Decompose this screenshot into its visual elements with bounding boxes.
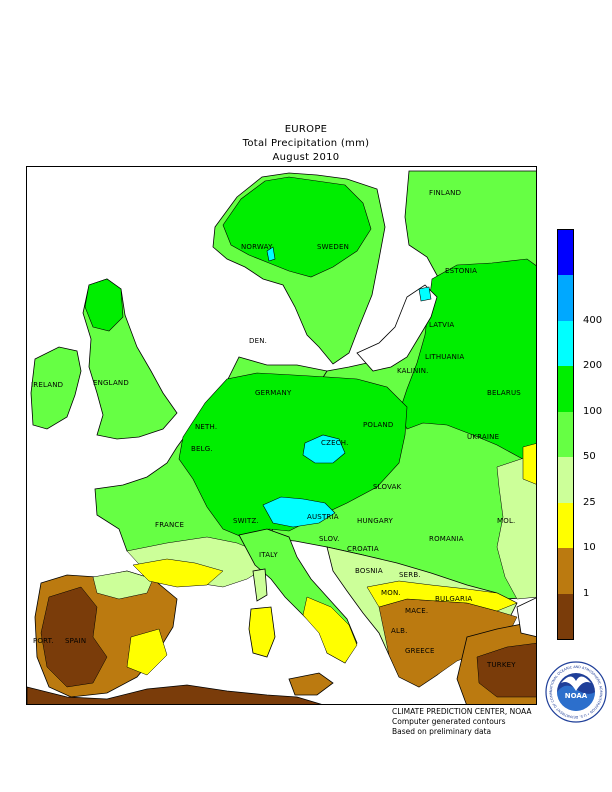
label-alb: ALB. (391, 627, 408, 635)
legend-band (558, 593, 573, 639)
iberia-moist-north (92, 570, 154, 600)
label-greece: GREECE (405, 647, 435, 655)
map-title-variable: Total Precipitation (mm) (242, 138, 370, 149)
legend-tick-label: 200 (583, 360, 603, 372)
legend-band (558, 320, 573, 367)
legend-tick-label: 400 (583, 314, 603, 326)
italy-south-yellow (302, 596, 358, 664)
sardinia-land (248, 606, 276, 658)
legend-band (558, 548, 573, 594)
black-sea (516, 597, 536, 637)
label-bulgaria: BULGARIA (435, 595, 473, 603)
label-switz: SWITZ. (233, 517, 259, 525)
ukraine-yellow-patch (522, 443, 536, 485)
legend-tick-label: 50 (583, 451, 596, 463)
map-title-region: EUROPE (284, 124, 328, 135)
label-bosnia: BOSNIA (355, 567, 383, 575)
norway-wet-region (222, 176, 372, 278)
label-slovak: SLOVAK (373, 483, 402, 491)
latvia-heavy-rain (418, 286, 432, 302)
label-romania: ROMANIA (429, 535, 464, 543)
iberia-yellow-south (126, 628, 168, 676)
legend-tick-label: 1 (583, 587, 590, 599)
label-italy: ITALY (259, 551, 278, 559)
ireland-land (30, 346, 82, 430)
label-germany: GERMANY (255, 389, 292, 397)
label-austria: AUSTRIA (307, 513, 339, 521)
credit-line-3: Based on preliminary data (392, 727, 492, 736)
legend-band (558, 366, 573, 412)
turkey-dry-core (476, 643, 536, 698)
label-belg: BELG. (191, 445, 213, 453)
scotland-wet-region (84, 278, 124, 332)
label-croatia: CROATIA (347, 545, 379, 553)
iberia-dry-core (40, 586, 108, 688)
norway-heavy-rain (266, 246, 276, 262)
label-belarus: BELARUS (487, 389, 521, 397)
noaa-logo-text: NOAA (565, 692, 588, 700)
legend-tick-label: 10 (583, 542, 596, 554)
legend-band (558, 502, 573, 549)
germany-czech-heavy-rain (302, 434, 346, 464)
label-sweden: SWEDEN (317, 243, 350, 251)
legend-band (558, 275, 573, 321)
sicily-land (288, 672, 334, 696)
baltic-sea (356, 284, 438, 372)
corsica-land (252, 568, 268, 602)
label-hungary: HUNGARY (357, 517, 393, 525)
balkans-yellow-band (366, 580, 518, 612)
legend-band (558, 457, 573, 503)
legend-band (558, 230, 573, 276)
label-slov: SLOV. (319, 535, 340, 543)
label-norway: NORWAY (241, 243, 273, 251)
label-serb: SERB. (399, 571, 421, 579)
label-mon: MON. (381, 589, 401, 597)
label-neth: NETH. (195, 423, 218, 431)
label-france: FRANCE (155, 521, 185, 529)
credit-line-1: CLIMATE PREDICTION CENTER, NOAA (392, 707, 532, 716)
label-ireland: IRELAND (31, 381, 64, 389)
label-mace: MACE. (405, 607, 429, 615)
precipitation-color-legend (557, 229, 574, 640)
map-title-period: August 2010 (272, 152, 340, 163)
label-den: DEN. (249, 337, 268, 345)
label-estonia: ESTONIA (445, 267, 478, 275)
legend-band (558, 411, 573, 458)
precipitation-map: FINLAND NORWAY SWEDEN ESTONIA LATVIA DEN… (26, 166, 537, 705)
label-poland: POLAND (363, 421, 394, 429)
central-europe-wet-region (178, 372, 408, 540)
label-finland: FINLAND (429, 189, 462, 197)
label-port: PORT. (33, 637, 54, 645)
label-latvia: LATVIA (429, 321, 455, 329)
label-turkey: TURKEY (487, 661, 516, 669)
credit-line-2: Computer generated contours (392, 717, 506, 726)
label-czech: CZECH. (321, 439, 349, 447)
legend-tick-label: 25 (583, 496, 596, 508)
map-canvas (27, 170, 536, 704)
legend-tick-label: 100 (583, 405, 603, 417)
label-spain: SPAIN (65, 637, 87, 645)
label-mol: MOL. (497, 517, 516, 525)
label-england: ENGLAND (93, 379, 129, 387)
southern-france-yellow (132, 558, 224, 588)
label-ukraine: UKRAINE (467, 433, 500, 441)
alps-heavy-rain (262, 496, 336, 528)
label-lithuania: LITHUANIA (425, 353, 465, 361)
north-africa-land (27, 684, 322, 704)
label-kalinin: KALININ. (397, 367, 429, 375)
noaa-logo: NATIONAL OCEANIC AND ATMOSPHERIC ADMINIS… (545, 661, 607, 723)
